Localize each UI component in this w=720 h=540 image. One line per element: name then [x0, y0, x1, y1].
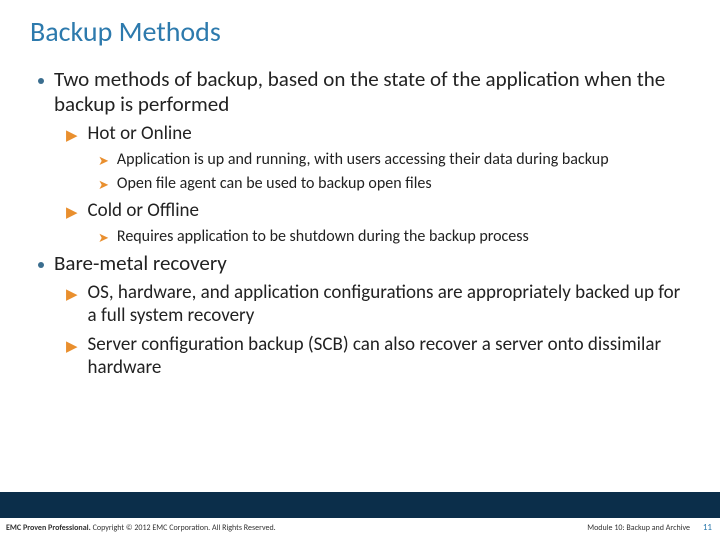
bullet-text: Hot or Online [88, 123, 192, 146]
bullet-text: Open file agent can be used to backup op… [117, 174, 432, 194]
bullet-level1: Two methods of backup, based on the stat… [38, 67, 682, 117]
footer-bar [0, 492, 720, 518]
bullet-dot-icon [38, 78, 44, 84]
bullet-level2: ▶ OS, hardware, and application configur… [66, 282, 682, 328]
footer-page-number: 11 [703, 522, 712, 533]
bullet-text: Server configuration backup (SCB) can al… [88, 334, 682, 380]
footer-module: Module 10: Backup and Archive [587, 523, 690, 533]
bullet-text: OS, hardware, and application configurat… [88, 282, 682, 328]
bullet-level3: ➤ Application is up and running, with us… [98, 150, 682, 170]
triangle-right-icon: ▶ [66, 285, 78, 304]
bullet-level2: ▶ Server configuration backup (SCB) can … [66, 334, 682, 380]
bullet-text: Cold or Offline [88, 200, 199, 223]
arrow-right-icon: ➤ [98, 154, 109, 169]
bullet-level3: ➤ Open file agent can be used to backup … [98, 174, 682, 194]
footer-brand: EMC Proven Professional. [6, 523, 91, 533]
bullet-text: Two methods of backup, based on the stat… [54, 67, 682, 117]
triangle-right-icon: ▶ [66, 203, 78, 222]
slide-content: Two methods of backup, based on the stat… [0, 49, 720, 379]
triangle-right-icon: ▶ [66, 337, 78, 356]
footer-copyright-text: Copyright © 2012 EMC Corporation. All Ri… [91, 523, 276, 533]
bullet-dot-icon [38, 262, 44, 268]
triangle-right-icon: ▶ [66, 126, 78, 145]
footer-copyright: EMC Proven Professional. Copyright © 201… [6, 523, 276, 533]
bullet-level2: ▶ Hot or Online [66, 123, 682, 146]
bullet-text: Application is up and running, with user… [117, 150, 609, 170]
arrow-right-icon: ➤ [98, 231, 109, 246]
bullet-level1: Bare-metal recovery [38, 251, 682, 276]
arrow-right-icon: ➤ [98, 178, 109, 193]
bullet-level2: ▶ Cold or Offline [66, 200, 682, 223]
bullet-level3: ➤ Requires application to be shutdown du… [98, 227, 682, 247]
bullet-text: Requires application to be shutdown duri… [117, 227, 529, 247]
bullet-text: Bare-metal recovery [54, 251, 227, 276]
slide-title: Backup Methods [0, 0, 720, 49]
